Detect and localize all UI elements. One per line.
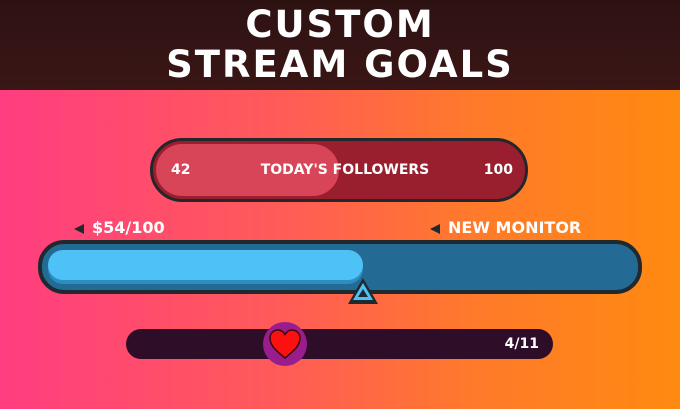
money-goal-name: NEW MONITOR xyxy=(430,218,581,237)
money-goal-bar xyxy=(38,240,642,294)
pointer-left-icon xyxy=(74,223,84,234)
title-line-1: CUSTOM xyxy=(245,3,435,46)
followers-current: 42 xyxy=(171,162,191,178)
followers-goal-bar: 42 TODAY'S FOLLOWERS 100 xyxy=(150,138,528,202)
money-progress-fill xyxy=(48,250,364,280)
money-amount-label: $54/100 xyxy=(74,218,165,237)
followers-progress-fill xyxy=(156,144,339,196)
heart-icon xyxy=(263,322,308,366)
progress-marker-triangle-icon xyxy=(348,278,379,304)
followers-target: 100 xyxy=(483,162,513,178)
title-line-2: STREAM GOALS xyxy=(166,43,514,86)
followers-label: TODAY'S FOLLOWERS xyxy=(260,162,430,178)
pointer-left-icon xyxy=(430,223,440,234)
hearts-count: 4/11 xyxy=(504,336,539,352)
title-banner: CUSTOM STREAM GOALS xyxy=(0,0,680,90)
hearts-goal-bar: 4/11 xyxy=(126,329,553,359)
